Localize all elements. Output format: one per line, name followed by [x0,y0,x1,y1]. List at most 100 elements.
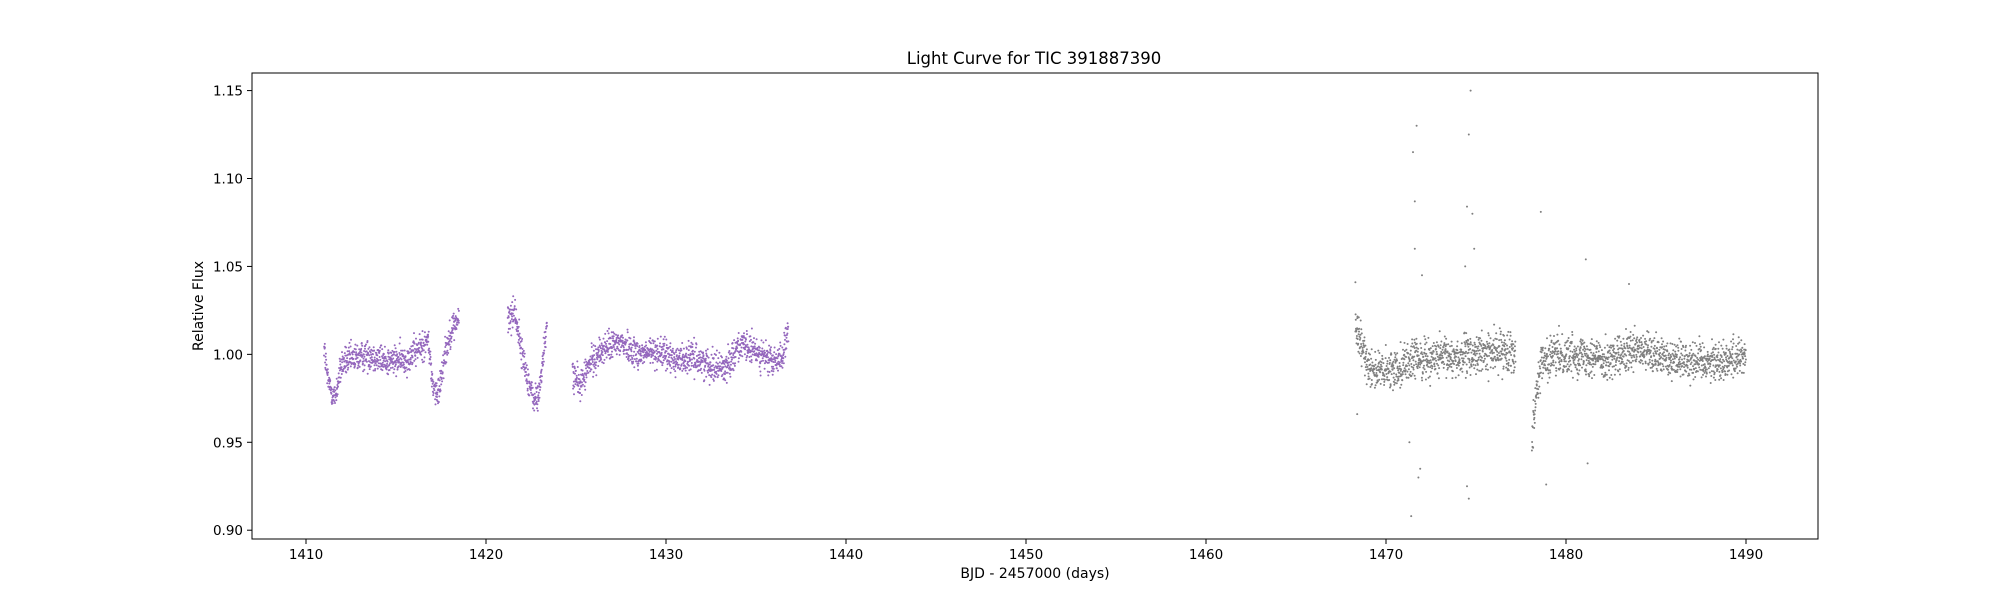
data-point [543,349,546,352]
data-point [644,341,647,344]
data-point [584,358,587,361]
data-point [1453,363,1456,365]
data-point [1541,361,1544,364]
data-point [514,298,517,301]
data-point [691,349,694,352]
data-point [1481,368,1484,371]
data-point [417,341,420,344]
data-point [676,347,679,350]
data-point [1675,353,1678,356]
data-point [1671,358,1674,361]
data-point [386,362,389,365]
data-point [632,344,634,347]
data-point [1674,350,1677,353]
data-point [1535,396,1538,399]
data-point [1544,364,1546,367]
data-point [541,357,544,360]
data-point [1436,372,1439,375]
data-point [672,359,675,362]
data-point [620,346,623,349]
data-point [737,332,740,334]
data-point [453,325,456,328]
data-point [1540,356,1543,359]
data-point [448,343,451,346]
data-point [374,369,376,372]
data-point [1629,339,1632,342]
data-point [427,340,430,343]
data-point [1603,355,1606,358]
data-point [1550,341,1553,344]
data-point [1730,360,1733,363]
data-point [1630,361,1633,364]
data-point [1661,363,1664,366]
data-point [1629,335,1632,338]
data-point [743,343,746,346]
data-point [440,383,443,386]
data-point [1473,351,1476,353]
data-point [532,393,535,396]
data-point [514,317,517,320]
data-point [356,344,359,347]
data-point [663,344,665,347]
data-point [699,350,702,353]
data-point [364,345,367,347]
data-point [1578,369,1581,372]
data-point [1372,371,1375,374]
data-point [1574,364,1577,366]
data-point [625,356,628,358]
data-point [1563,344,1566,347]
data-point [336,384,339,386]
data-point [509,321,512,324]
data-point [1640,337,1642,339]
data-point [1400,383,1403,386]
data-point [783,331,786,334]
data-point [1630,356,1633,359]
data-point [656,352,658,355]
data-point [1425,358,1428,361]
data-point [1558,357,1561,359]
data-point [1502,367,1505,370]
data-point [1690,348,1693,351]
data-point [456,323,459,326]
data-point [673,368,675,371]
data-point [1562,370,1565,373]
data-point [685,347,688,350]
data-point [1500,341,1503,344]
data-point [1413,355,1416,358]
data-point [525,366,527,369]
data-point [1659,352,1662,354]
data-point [1416,350,1419,353]
data-point [1474,343,1476,346]
data-point [665,350,668,353]
data-point [430,377,433,380]
data-point [1510,354,1513,356]
data-point [1473,247,1476,250]
data-point [1423,348,1426,351]
data-point [1628,344,1631,347]
data-point [1621,348,1624,350]
data-point [432,394,435,397]
data-point [418,346,421,349]
data-point [512,314,515,317]
data-point [749,335,752,338]
data-point [1701,342,1704,345]
data-point [423,356,426,359]
data-point [396,368,399,371]
data-point [520,346,523,349]
data-point [1643,349,1646,352]
data-point [1539,210,1542,213]
data-point [1506,344,1508,347]
data-point [1547,372,1550,375]
data-point [1737,336,1740,339]
data-point [1490,350,1493,353]
data-point [1734,360,1737,363]
data-point [1470,365,1473,368]
data-point [1651,370,1654,373]
data-point [1673,357,1676,360]
data-point [733,364,736,367]
data-point [1439,344,1442,347]
data-point [1399,341,1402,344]
data-point [1598,344,1601,347]
data-point [1404,369,1407,372]
data-point [1740,360,1743,363]
